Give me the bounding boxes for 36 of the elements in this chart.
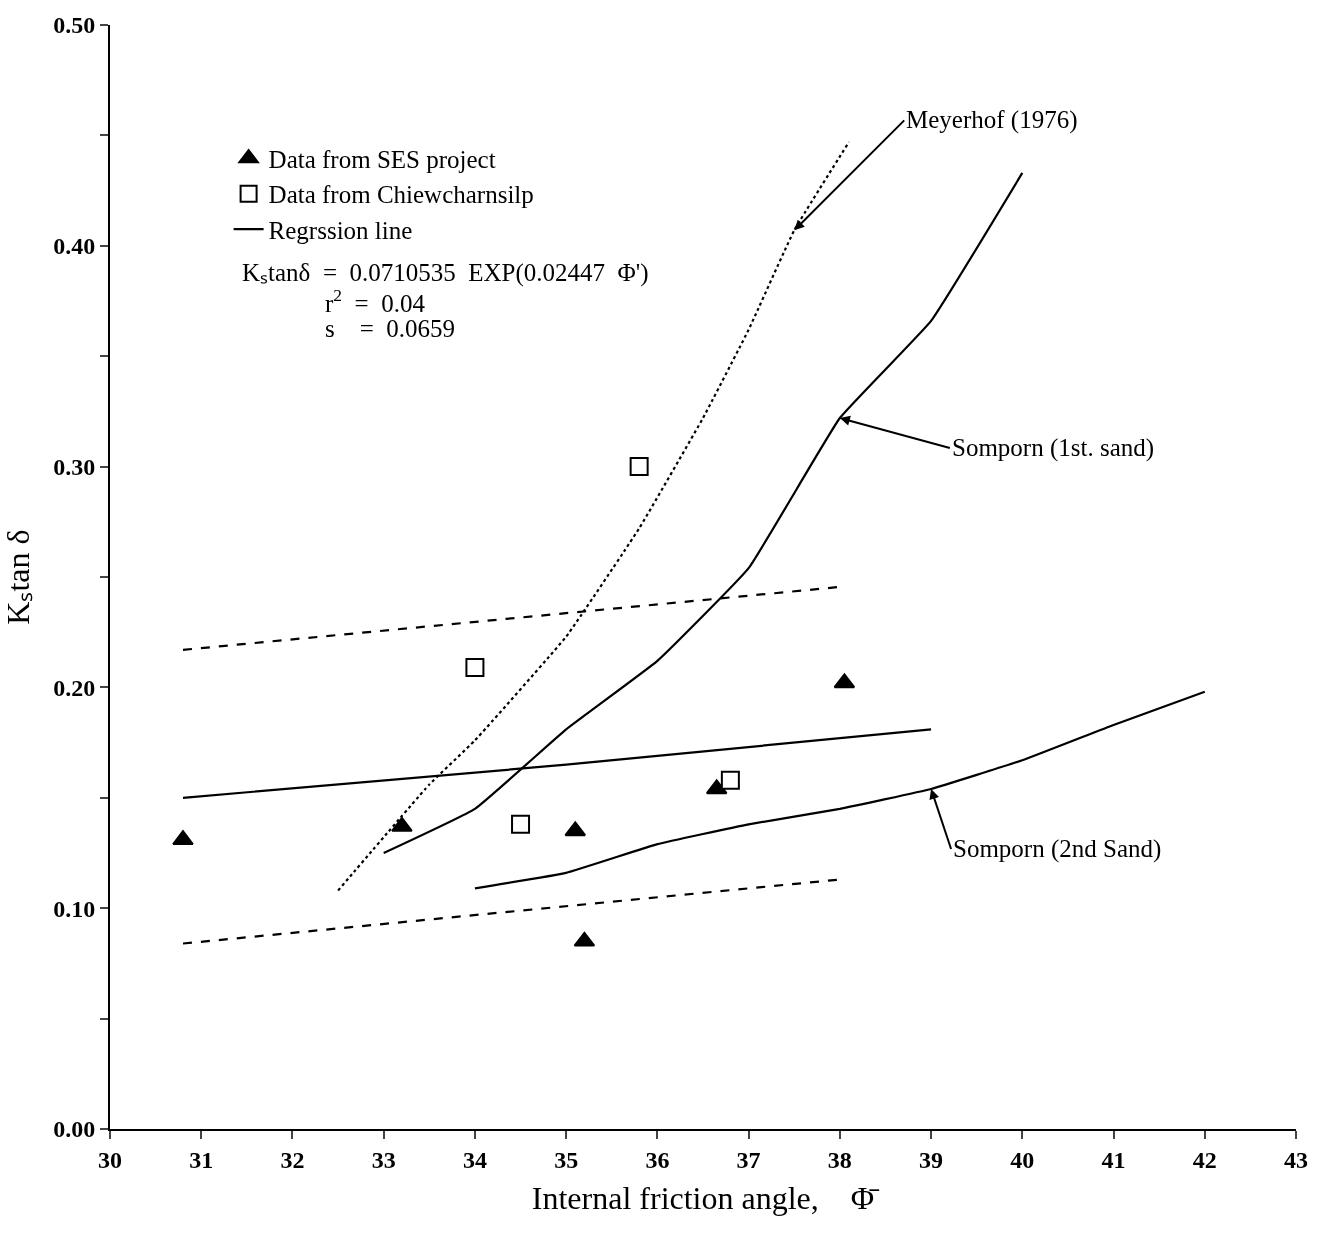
y-tick-label: 0.40	[53, 233, 96, 260]
annotation: s = 0.0659	[325, 315, 456, 342]
y-tick-label: 0.50	[53, 12, 96, 39]
x-tick-label: 42	[1192, 1146, 1217, 1173]
y-tick-label: 0.10	[53, 895, 96, 922]
x-tick-label: 41	[1101, 1146, 1126, 1173]
point	[629, 457, 649, 477]
legend-label: Data from Chiewcharnsilp	[268, 181, 534, 209]
y-tick-label: 0.00	[53, 1116, 96, 1143]
y-axis-title: Kₛtan δ	[0, 529, 36, 625]
x-tick-label: 40	[1010, 1146, 1035, 1173]
point	[511, 814, 531, 834]
x-tick-label: 34	[462, 1146, 487, 1173]
x-tick-label: 43	[1284, 1146, 1308, 1173]
x-tick-label: 38	[827, 1146, 852, 1173]
legend-label: Data from SES project	[268, 145, 496, 173]
x-tick-label: 37	[736, 1146, 761, 1173]
y-tick-label: 0.20	[53, 674, 96, 701]
annotation: Meyerhof (1976)	[906, 106, 1078, 134]
legend-label: Regrssion line	[268, 216, 413, 244]
line-series	[473, 690, 1206, 890]
x-axis-title: Internal friction angle, Φ̄	[531, 1180, 880, 1217]
x-tick-label: 31	[189, 1146, 214, 1173]
x-tick-label: 39	[919, 1146, 944, 1173]
x-tick-label: 35	[554, 1146, 579, 1173]
x-tick-label: 36	[645, 1146, 670, 1173]
annotation: Somporn (1st. sand)	[952, 434, 1155, 462]
x-tick-label: 30	[98, 1146, 122, 1173]
annotation: Somporn (2nd Sand)	[953, 835, 1162, 863]
x-tick-label: 33	[371, 1146, 396, 1173]
annotation: Kₛtanδ = 0.0710535 EXP(0.02447 Φ')	[242, 259, 649, 287]
point	[465, 658, 485, 678]
y-tick-label: 0.30	[53, 454, 96, 480]
annotation: r$^{2}$ = 0.04	[325, 285, 426, 317]
x-tick-label: 32	[280, 1146, 305, 1173]
point	[720, 770, 740, 790]
